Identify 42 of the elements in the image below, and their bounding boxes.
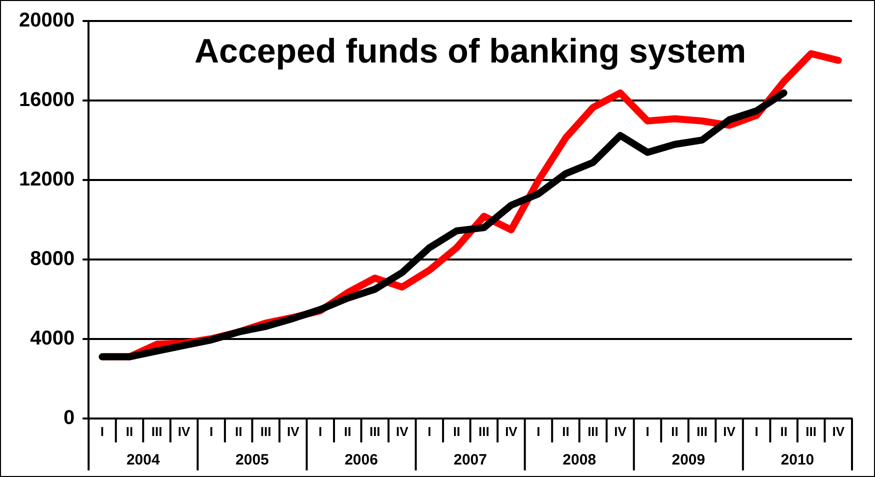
x-tick-label: IV xyxy=(832,424,845,439)
x-tick-label: II xyxy=(671,424,678,439)
y-tick-label: 0 xyxy=(63,406,75,429)
x-tick-label: II xyxy=(126,424,134,439)
x-tick-label: IV xyxy=(723,424,736,439)
text: 2009 xyxy=(672,452,706,469)
y-tick-label: 4000 xyxy=(30,327,75,350)
x-tick-label: II xyxy=(344,424,352,439)
text: 2010 xyxy=(780,452,814,469)
x-tick-label: I xyxy=(209,424,214,439)
text: 2005 xyxy=(236,452,269,469)
x-tick-label: I xyxy=(646,424,650,439)
y-tick-label: 16000 xyxy=(18,88,75,111)
x-tick-label: III xyxy=(806,424,817,439)
text: 2004 xyxy=(126,452,160,469)
x-tick-label: I xyxy=(318,424,322,439)
text: 2007 xyxy=(454,452,487,469)
y-tick-label: 12000 xyxy=(18,168,75,190)
x-tick-label: I xyxy=(754,424,758,439)
x-tick-label: III xyxy=(696,424,708,439)
chart-title: Acceped funds of banking system xyxy=(194,32,746,70)
x-tick-label: III xyxy=(478,424,490,439)
x-tick-label: II xyxy=(780,424,788,439)
x-tick-label: IV xyxy=(286,424,300,439)
x-tick-label: I xyxy=(428,424,432,439)
x-tick-label: IV xyxy=(505,424,518,439)
x-tick-label: III xyxy=(151,424,162,439)
x-tick-label: III xyxy=(260,424,272,439)
x-tick-label: II xyxy=(234,424,242,439)
x-tick-label: II xyxy=(562,424,570,439)
x-tick-label: IV xyxy=(614,424,627,439)
x-tick-label: I xyxy=(100,424,104,439)
x-tick-label: III xyxy=(369,424,380,439)
x-tick-label: IV xyxy=(178,424,190,439)
text: 2006 xyxy=(344,452,378,469)
y-tick-label: 20000 xyxy=(18,10,75,32)
x-tick-label: III xyxy=(588,424,598,439)
x-tick-label: I xyxy=(536,424,540,439)
text: 2008 xyxy=(562,452,596,469)
y-tick-label: 8000 xyxy=(30,248,75,270)
x-tick-label: II xyxy=(453,424,460,439)
x-tick-label: IV xyxy=(396,424,409,439)
